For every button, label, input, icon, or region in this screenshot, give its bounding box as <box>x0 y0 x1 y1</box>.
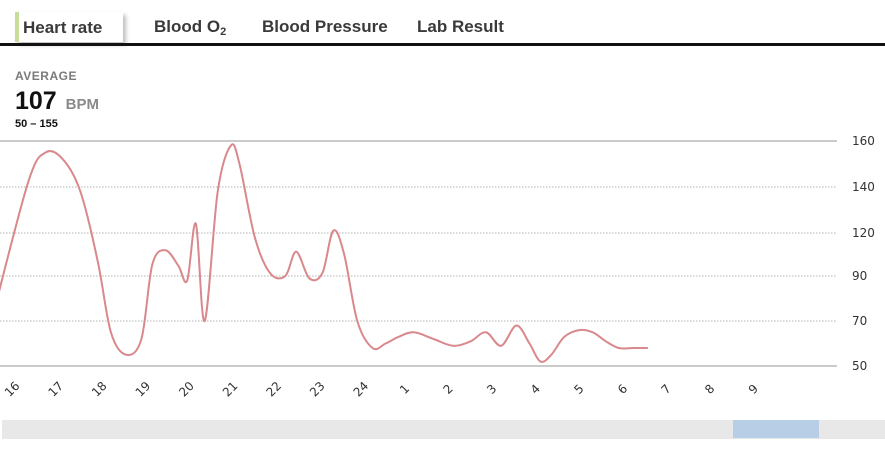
tab-blood-o2-label: Blood O <box>154 17 221 36</box>
y-tick-label: 70 <box>852 314 867 328</box>
x-tick-label: 23 <box>307 379 328 400</box>
average-label: AVERAGE <box>15 69 77 83</box>
chart-scrollbar-thumb[interactable] <box>733 420 819 438</box>
x-tick-label: 9 <box>746 382 761 397</box>
tab-bar-underline <box>0 43 885 46</box>
heart-rate-series-line <box>0 143 649 363</box>
x-tick-label: 5 <box>571 382 586 397</box>
average-value: 107 <box>15 87 57 115</box>
x-tick-label: 24 <box>351 379 372 400</box>
tab-lab-result[interactable]: Lab Result <box>417 11 504 42</box>
x-tick-label: 6 <box>615 382 630 397</box>
average-unit: BPM <box>65 96 100 113</box>
x-tick-label: 4 <box>528 382 543 397</box>
tab-heart-rate[interactable]: Heart rate <box>15 12 123 42</box>
y-tick-label: 50 <box>852 359 867 373</box>
tab-bar: Heart rate Blood O2 Blood Pressure Lab R… <box>0 0 885 46</box>
x-tick-label: 2 <box>441 382 456 397</box>
x-tick-label: 21 <box>220 379 241 400</box>
x-tick-label: 17 <box>45 379 66 400</box>
x-tick-label: 22 <box>263 379 284 400</box>
x-tick-label: 18 <box>89 379 110 400</box>
x-tick-label: 20 <box>176 379 197 400</box>
x-tick-label: 1 <box>397 382 412 397</box>
y-tick-label: 140 <box>852 180 875 194</box>
tab-lab-result-label: Lab Result <box>417 17 504 36</box>
y-tick-label: 120 <box>852 226 875 240</box>
x-tick-label: 16 <box>2 379 23 400</box>
y-tick-label: 90 <box>852 269 867 283</box>
summary-panel: AVERAGE 107 BPM 50 – 155 <box>15 69 215 130</box>
x-tick-label: 19 <box>133 379 154 400</box>
x-tick-label: 7 <box>659 382 674 397</box>
tab-blood-o2-subscript: 2 <box>220 26 227 38</box>
tab-blood-pressure[interactable]: Blood Pressure <box>262 11 388 42</box>
tab-blood-pressure-label: Blood Pressure <box>262 17 388 36</box>
x-tick-label: 3 <box>484 382 499 397</box>
tab-heart-rate-label: Heart rate <box>23 18 103 37</box>
chart-scrollbar-track[interactable] <box>2 420 885 439</box>
range-text: 50 – 155 <box>15 118 58 130</box>
x-tick-label: 8 <box>702 382 717 397</box>
tab-blood-o2[interactable]: Blood O2 <box>154 11 226 42</box>
average-value-row: 107 BPM <box>15 87 215 116</box>
y-tick-label: 160 <box>852 134 875 148</box>
